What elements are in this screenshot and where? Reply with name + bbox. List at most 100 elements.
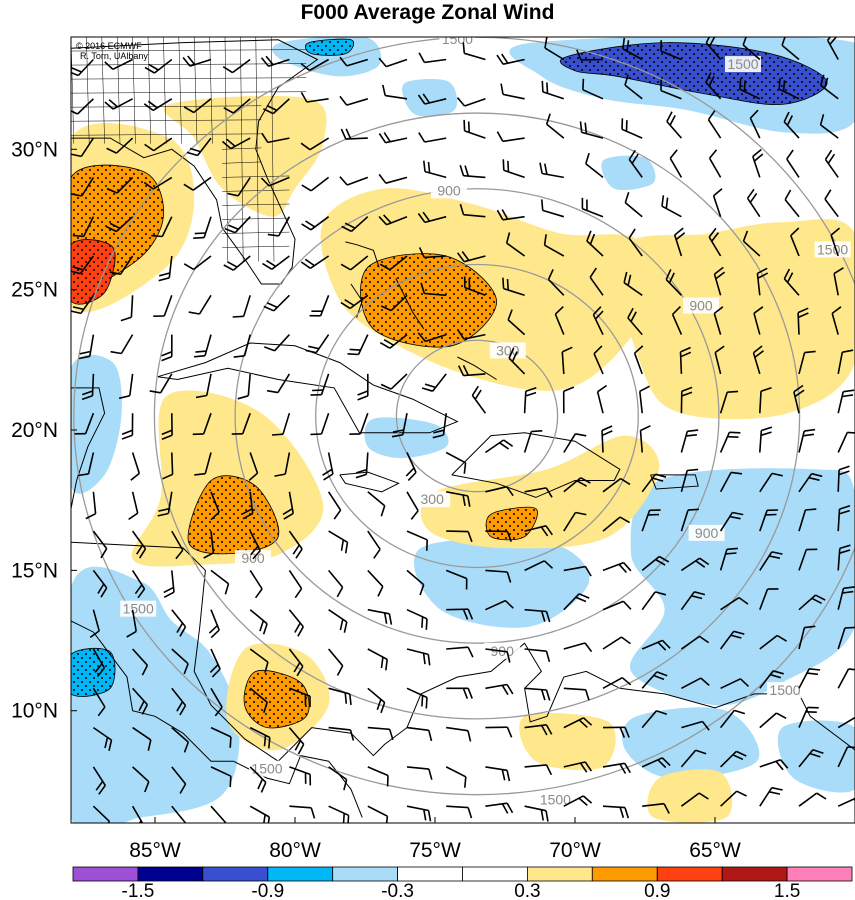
wind-barb [778, 88, 800, 100]
wind-barb-feather [790, 227, 800, 237]
wind-barb-feather [708, 149, 718, 159]
wind-barb-feather [89, 630, 100, 639]
wind-barb-feather [701, 721, 710, 731]
wind-barb-feather [71, 67, 82, 73]
wind-barb-feather [833, 267, 844, 275]
colorbar-tick-label: -0.3 [381, 881, 414, 900]
wind-barb-feather [82, 390, 93, 396]
wind-barb [92, 648, 106, 669]
colorbar-swatch [721, 866, 788, 882]
wind-barb-feather [627, 274, 632, 286]
coastline [345, 241, 380, 268]
wind-barb [633, 352, 643, 375]
wind-barb [542, 209, 565, 218]
wind-barb [131, 805, 144, 823]
wind-barb [249, 687, 268, 703]
wind-barb [273, 294, 290, 312]
wind-barb-feather [545, 650, 551, 663]
wind-barb-feather [176, 622, 184, 634]
county-line [222, 217, 290, 220]
wind-barb [681, 677, 702, 690]
wind-barb [463, 255, 486, 263]
wind-barb [189, 58, 212, 67]
wind-barb [563, 717, 584, 729]
wind-barb-feather [162, 473, 173, 480]
wind-barb-feather [657, 759, 667, 769]
wind-barb-feather [464, 776, 467, 788]
wind-barb [359, 412, 369, 435]
wind-barb-feather [378, 57, 387, 68]
wind-barb-feather [546, 82, 549, 94]
wind-barb [350, 216, 369, 232]
wind-barb-feather [669, 115, 676, 126]
wind-barb-feather [463, 462, 467, 474]
wind-barb-feather [733, 630, 745, 635]
wind-barb-feather [593, 345, 603, 355]
wind-barb [230, 137, 251, 150]
wind-barb [171, 648, 189, 665]
wind-barb-feather [382, 84, 386, 96]
wind-barb [781, 44, 800, 61]
wind-barb-feather [108, 99, 119, 108]
wind-barb-feather [786, 272, 794, 283]
wind-barb-feather [252, 550, 261, 560]
wind-barb-feather [842, 349, 854, 353]
wind-barb [602, 600, 624, 611]
wind-barb-feather [383, 214, 392, 224]
wind-barb [797, 312, 800, 335]
wind-barb [424, 98, 447, 105]
wind-barb [92, 491, 97, 514]
wind-barb-feather [81, 395, 93, 401]
wind-barb-feather [294, 622, 301, 633]
wind-barb [310, 216, 330, 231]
wind-barb-feather [224, 583, 230, 595]
wind-barb-feather [141, 664, 149, 676]
county-line [71, 133, 262, 136]
wind-barb [739, 88, 761, 100]
wind-barb [367, 687, 386, 704]
wind-barb-feather [224, 227, 236, 234]
wind-barb [506, 242, 526, 257]
wind-barb-feather [427, 810, 432, 822]
wind-barb-feather [151, 234, 163, 238]
wind-barb-feather [109, 222, 121, 230]
wind-barb-feather [540, 610, 546, 622]
wind-barb-feather [422, 653, 426, 665]
wind-barb-feather [511, 351, 518, 362]
wind-barb-feather [186, 151, 198, 157]
wind-barb-feather [563, 386, 575, 392]
wind-barb [80, 137, 95, 157]
wind-barb-feather [584, 689, 590, 701]
range-ring-900 [234, 188, 720, 644]
wind-barb-feather [459, 164, 465, 176]
wind-barb [713, 313, 722, 335]
wind-barb-feather [138, 700, 145, 712]
wind-barb-feather [687, 429, 699, 433]
wind-barb-feather [79, 350, 91, 355]
wind-barb [485, 648, 508, 653]
range-ring-label: 1500 [817, 241, 848, 257]
wind-barb-feather [582, 717, 593, 726]
wind-barb-feather [268, 737, 271, 749]
wind-barb [524, 525, 547, 532]
wind-barb-feather [624, 191, 630, 203]
wind-barb-feather [525, 391, 537, 397]
wind-barb-feather [753, 153, 764, 162]
wind-barb [386, 215, 408, 226]
wind-barb-feather [296, 665, 304, 677]
stippled-region [305, 38, 355, 56]
wind-barb-feather [208, 625, 218, 634]
wind-barb [346, 176, 369, 186]
wind-barb [563, 512, 577, 532]
wind-barb-feather [295, 548, 303, 559]
wind-barb-feather [499, 442, 510, 450]
wind-barb-feather [543, 234, 547, 246]
wind-barb-feather [383, 339, 395, 346]
wind-barb [210, 569, 229, 585]
wind-barb [367, 608, 390, 615]
wind-barb-feather [95, 780, 104, 791]
wind-barb [524, 487, 547, 493]
wind-barb-feather [655, 473, 667, 478]
wind-barb [563, 761, 586, 768]
wind-barb [790, 235, 800, 257]
